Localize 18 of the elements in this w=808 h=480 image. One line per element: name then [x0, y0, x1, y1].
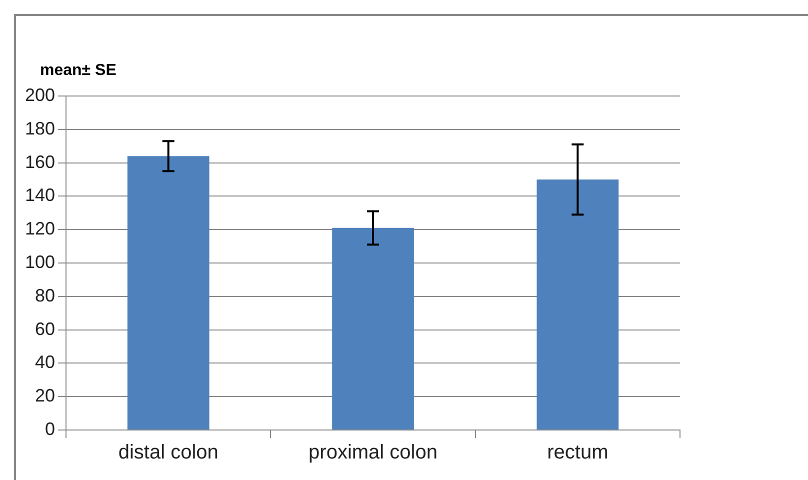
- bar: [332, 228, 414, 430]
- y-tick-label: 40: [35, 352, 56, 372]
- y-axis-title: mean± SE: [40, 62, 116, 80]
- y-tick-label: 0: [45, 418, 56, 439]
- x-tick-label: distal colon: [118, 442, 218, 464]
- y-tick-label: 140: [24, 185, 56, 206]
- bar: [127, 156, 210, 430]
- y-tick-label: 60: [35, 318, 56, 339]
- y-tick-label: 80: [35, 285, 56, 306]
- y-tick-label: 120: [24, 218, 56, 239]
- bar: [536, 180, 619, 430]
- y-tick-label: 200: [24, 84, 56, 105]
- y-tick-label: 160: [24, 152, 56, 172]
- y-tick-label: 180: [24, 118, 56, 138]
- x-tick-label: proximal colon: [308, 442, 438, 464]
- y-tick-label: 100: [24, 252, 56, 272]
- y-tick-label: 20: [35, 386, 56, 406]
- x-tick-label: rectum: [547, 442, 608, 464]
